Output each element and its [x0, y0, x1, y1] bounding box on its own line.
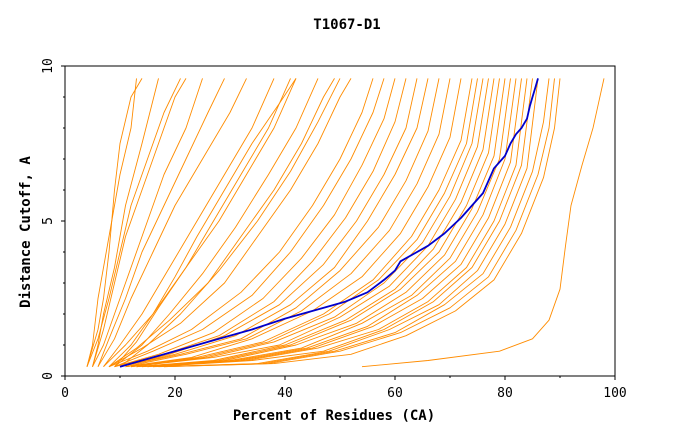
- model-curve-26: [136, 78, 495, 368]
- model-curve-5: [92, 78, 187, 367]
- x-tick-label: 0: [61, 386, 69, 401]
- y-tick-label: 0: [41, 372, 56, 380]
- model-curve-7: [97, 78, 225, 367]
- model-curve-33: [152, 78, 533, 368]
- x-axis-label: Percent of Residues (CA): [233, 408, 435, 424]
- model-curve-31: [147, 78, 522, 368]
- y-axis-label: Distance Cutoff, A: [18, 156, 34, 308]
- model-curve-30: [141, 78, 517, 368]
- model-curve-15: [114, 78, 396, 368]
- x-axis: 0 20 40 60 80 100: [61, 376, 627, 401]
- model-curve-24: [130, 78, 484, 368]
- model-curve-41: [119, 78, 341, 368]
- model-curve-19: [119, 78, 440, 368]
- x-tick-label: 40: [277, 386, 293, 401]
- model-curve-27: [136, 78, 500, 368]
- model-curve-20: [125, 78, 451, 368]
- model-curve-2: [86, 78, 137, 367]
- model-curve-3: [92, 78, 159, 367]
- model-curve-39: [114, 78, 291, 367]
- model-curve-42: [361, 78, 605, 368]
- y-tick-label: 10: [41, 58, 56, 74]
- y-axis: 0 5 10: [41, 58, 65, 380]
- model-curve-23: [130, 78, 478, 368]
- model-curve-35: [158, 78, 550, 368]
- model-curve-4: [86, 78, 181, 367]
- y-tick-label: 5: [41, 217, 56, 225]
- model-curve-18: [119, 78, 429, 368]
- model-curve-6: [92, 78, 203, 367]
- model-curve-38: [108, 78, 297, 368]
- model-curve-10: [103, 78, 297, 368]
- model-curve-37: [163, 78, 561, 368]
- x-tick-label: 60: [387, 386, 403, 401]
- model-curve-32: [147, 78, 528, 368]
- model-curve-40: [114, 78, 319, 368]
- highlighted-model-curve: [119, 78, 539, 368]
- model-curve-34: [152, 78, 539, 368]
- x-tick-label: 100: [603, 386, 626, 401]
- model-curve-9: [103, 78, 275, 367]
- model-curve-22: [125, 78, 473, 368]
- model-curve-29: [141, 78, 511, 368]
- series-layer: [86, 78, 605, 368]
- model-curve-13: [108, 78, 374, 368]
- chart-title: T1067-D1: [313, 17, 380, 33]
- x-tick-label: 80: [497, 386, 513, 401]
- model-curve-8: [97, 78, 247, 367]
- model-curve-36: [163, 78, 555, 368]
- model-curve-14: [114, 78, 385, 368]
- model-curve-28: [136, 78, 506, 368]
- model-curve-25: [130, 78, 489, 368]
- x-tick-label: 20: [167, 386, 183, 401]
- model-curve-16: [114, 78, 407, 368]
- model-curve-21: [125, 78, 462, 368]
- model-curve-12: [108, 78, 352, 368]
